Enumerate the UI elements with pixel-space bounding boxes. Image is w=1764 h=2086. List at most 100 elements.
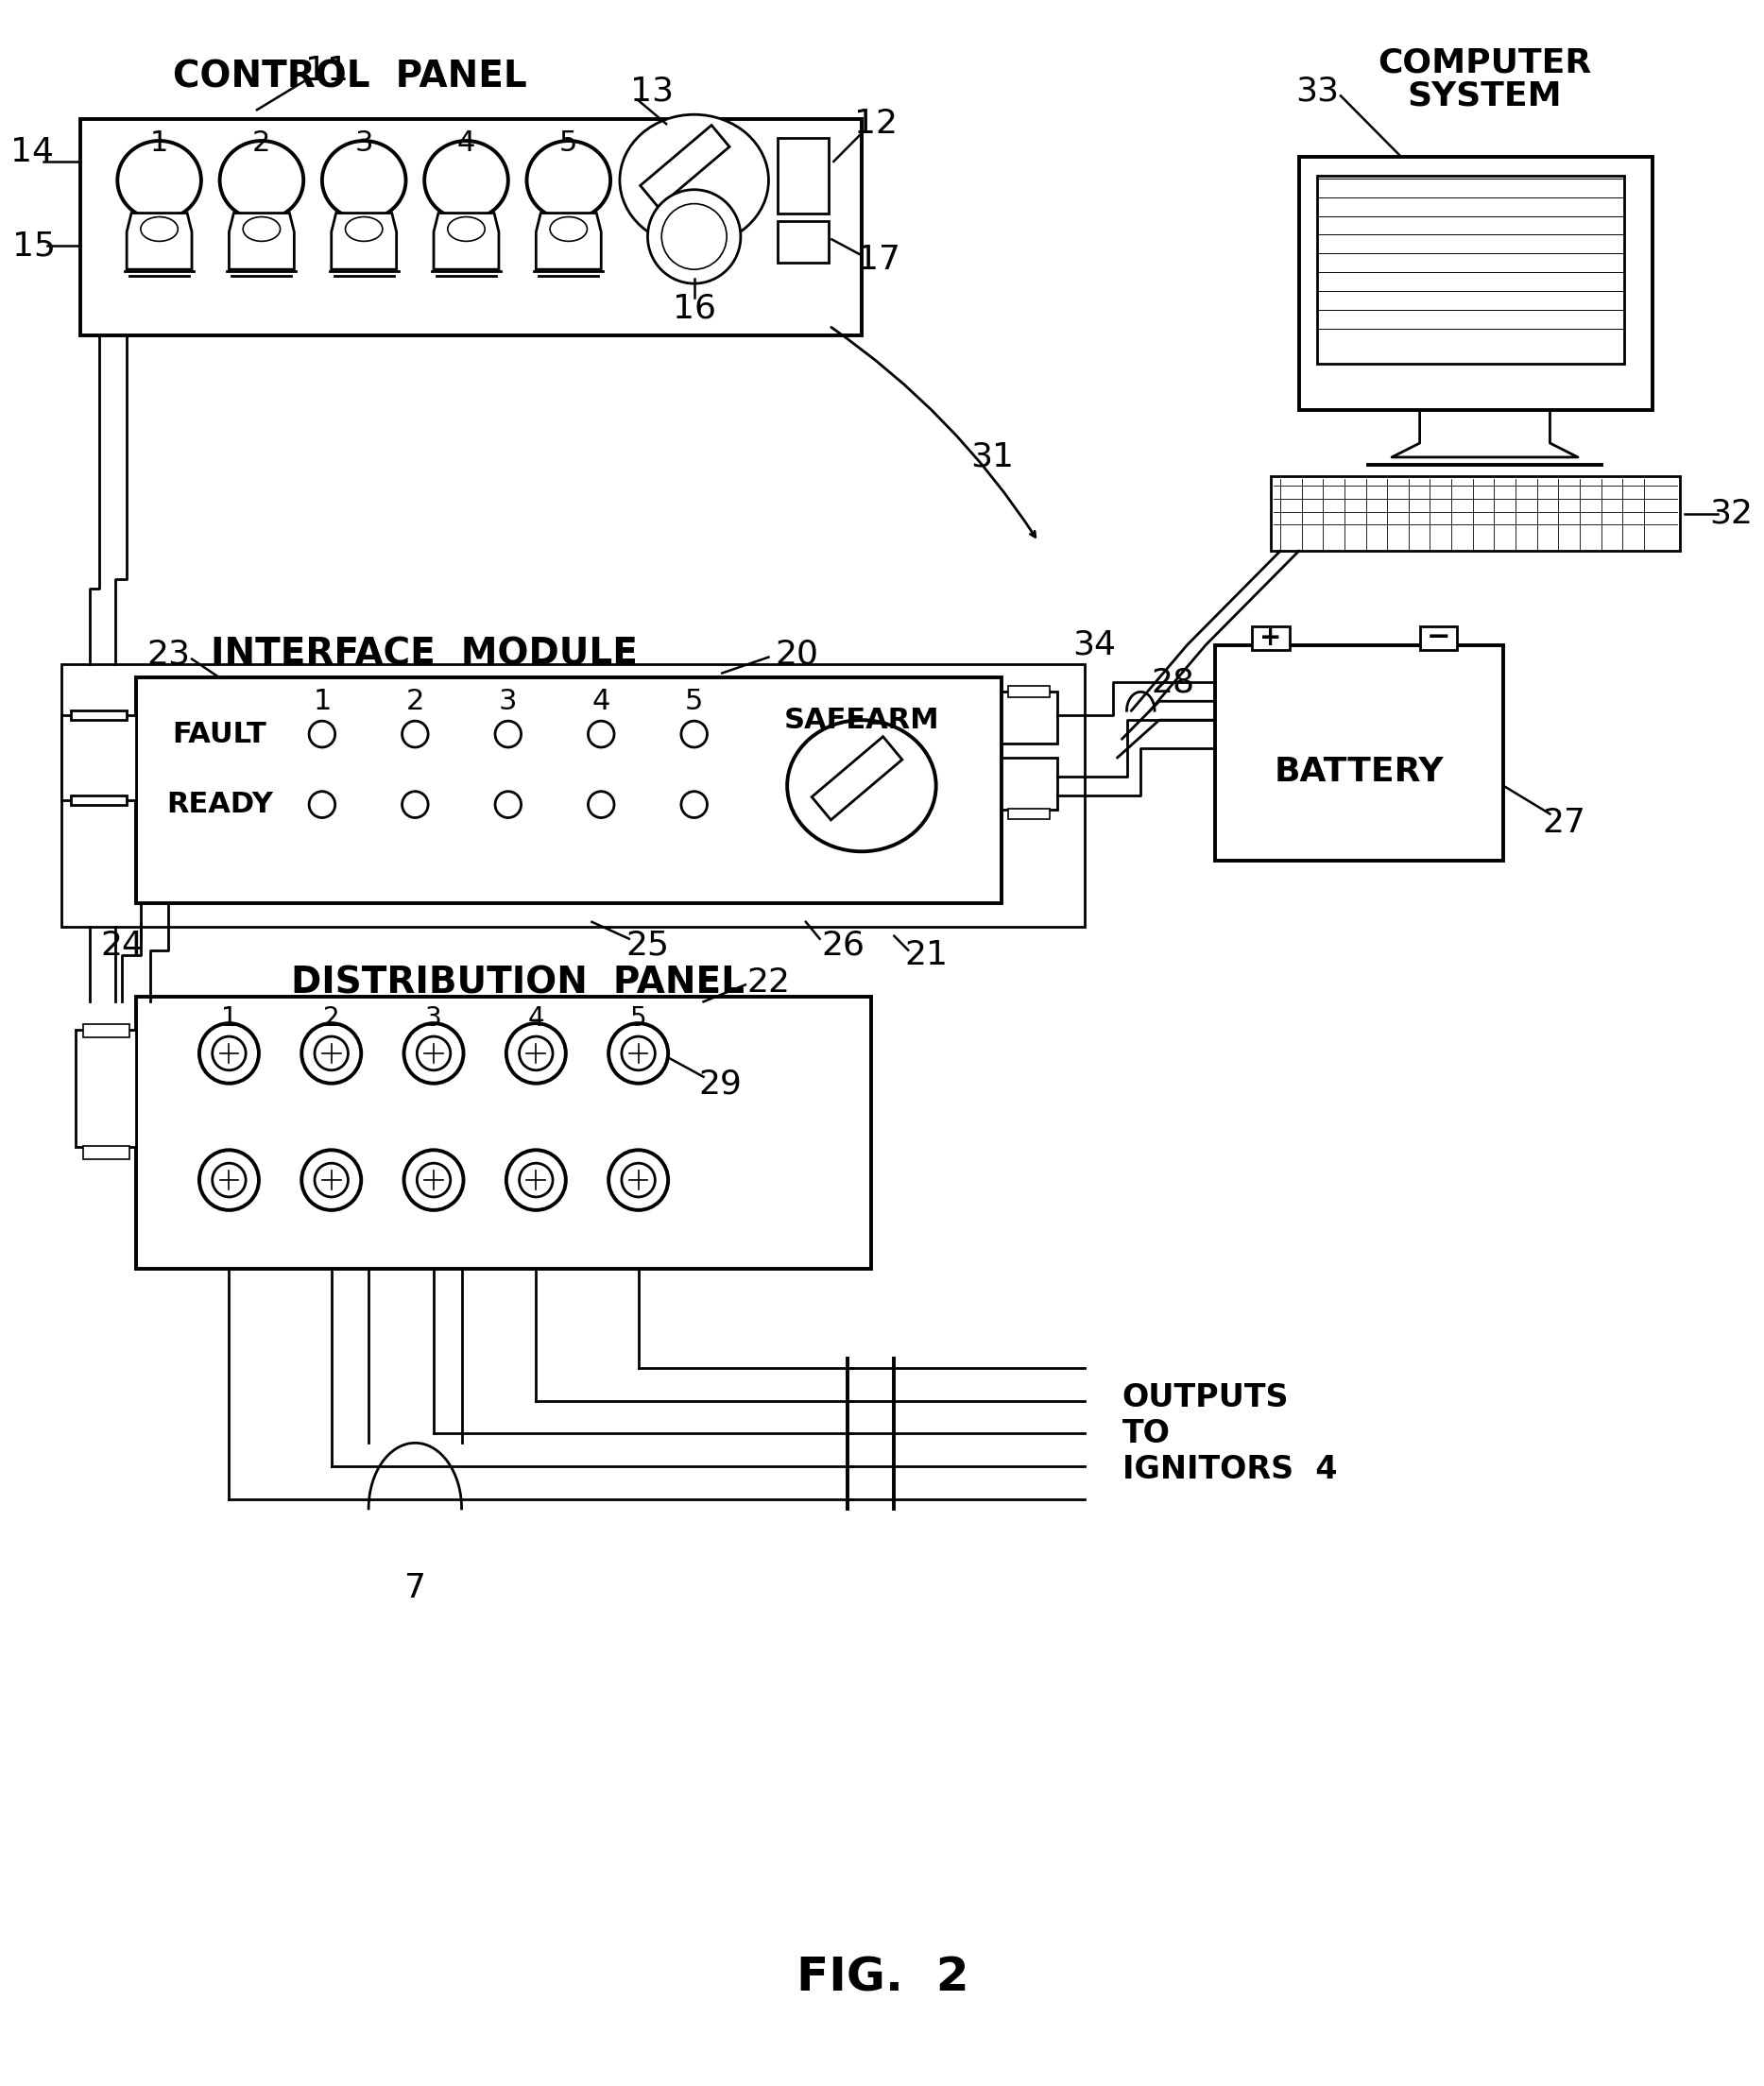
Circle shape bbox=[681, 722, 707, 747]
Circle shape bbox=[621, 1037, 654, 1070]
Polygon shape bbox=[229, 213, 295, 269]
Bar bbox=[136, 997, 871, 1268]
Circle shape bbox=[681, 791, 707, 818]
Polygon shape bbox=[434, 213, 499, 269]
Circle shape bbox=[647, 190, 741, 284]
Ellipse shape bbox=[220, 142, 303, 219]
Circle shape bbox=[199, 1149, 259, 1210]
Text: 12: 12 bbox=[854, 108, 898, 140]
Circle shape bbox=[302, 1024, 362, 1083]
Ellipse shape bbox=[527, 142, 610, 219]
Circle shape bbox=[402, 722, 429, 747]
Bar bbox=[79, 119, 861, 336]
Text: 4: 4 bbox=[457, 129, 476, 156]
Text: 28: 28 bbox=[1152, 665, 1194, 699]
Text: 1: 1 bbox=[312, 688, 332, 715]
Text: 4: 4 bbox=[593, 688, 610, 715]
Text: 11: 11 bbox=[305, 54, 349, 86]
Circle shape bbox=[496, 791, 520, 818]
Polygon shape bbox=[811, 736, 901, 820]
Circle shape bbox=[314, 1037, 348, 1070]
Text: 5: 5 bbox=[559, 129, 579, 156]
Circle shape bbox=[314, 1164, 348, 1197]
Text: SAFEARM: SAFEARM bbox=[783, 707, 940, 734]
Text: COMPUTER: COMPUTER bbox=[1378, 46, 1591, 79]
Text: 33: 33 bbox=[1297, 75, 1339, 106]
Circle shape bbox=[309, 722, 335, 747]
Circle shape bbox=[587, 791, 614, 818]
Text: 25: 25 bbox=[626, 928, 669, 962]
Text: DISTRIBUTION  PANEL: DISTRIBUTION PANEL bbox=[291, 966, 744, 1001]
Text: READY: READY bbox=[166, 791, 273, 818]
Text: BATTERY: BATTERY bbox=[1274, 755, 1445, 789]
Text: INTERFACE  MODULE: INTERFACE MODULE bbox=[212, 636, 639, 672]
Text: 24: 24 bbox=[101, 928, 145, 962]
Ellipse shape bbox=[619, 115, 769, 246]
Circle shape bbox=[402, 791, 429, 818]
Circle shape bbox=[199, 1024, 259, 1083]
Circle shape bbox=[519, 1164, 552, 1197]
Polygon shape bbox=[640, 125, 730, 207]
Circle shape bbox=[609, 1024, 669, 1083]
Text: 22: 22 bbox=[746, 966, 790, 999]
Ellipse shape bbox=[787, 720, 937, 851]
Bar bbox=[83, 1147, 129, 1160]
Text: 15: 15 bbox=[12, 229, 55, 263]
Circle shape bbox=[587, 722, 614, 747]
Ellipse shape bbox=[118, 142, 201, 219]
Bar bbox=[136, 678, 1002, 903]
Polygon shape bbox=[332, 213, 397, 269]
Text: 34: 34 bbox=[1073, 628, 1117, 661]
Text: 3: 3 bbox=[499, 688, 517, 715]
Circle shape bbox=[496, 722, 520, 747]
Text: 20: 20 bbox=[774, 638, 818, 670]
Bar bbox=[1420, 626, 1457, 649]
Circle shape bbox=[404, 1149, 464, 1210]
Text: 3: 3 bbox=[425, 1005, 443, 1033]
Bar bbox=[76, 1030, 136, 1147]
Text: CONTROL  PANEL: CONTROL PANEL bbox=[173, 58, 527, 96]
Ellipse shape bbox=[346, 217, 383, 242]
Text: 29: 29 bbox=[699, 1068, 743, 1101]
Text: +: + bbox=[1259, 624, 1282, 651]
Text: 16: 16 bbox=[672, 292, 716, 325]
Text: 13: 13 bbox=[630, 75, 674, 106]
Text: FAULT: FAULT bbox=[173, 720, 266, 749]
Bar bbox=[1009, 807, 1050, 820]
Text: 17: 17 bbox=[857, 244, 900, 275]
Text: 1: 1 bbox=[220, 1005, 238, 1033]
Circle shape bbox=[621, 1164, 654, 1197]
Ellipse shape bbox=[243, 217, 280, 242]
Circle shape bbox=[506, 1149, 566, 1210]
Bar bbox=[1009, 686, 1050, 697]
Bar bbox=[71, 711, 127, 720]
Text: 27: 27 bbox=[1542, 807, 1586, 839]
Circle shape bbox=[212, 1037, 245, 1070]
Text: 5: 5 bbox=[684, 688, 704, 715]
Ellipse shape bbox=[323, 142, 406, 219]
Circle shape bbox=[609, 1149, 669, 1210]
Bar bbox=[1002, 757, 1057, 809]
Bar bbox=[62, 663, 1085, 926]
Text: SYSTEM: SYSTEM bbox=[1408, 79, 1563, 113]
Circle shape bbox=[416, 1037, 450, 1070]
Circle shape bbox=[416, 1164, 450, 1197]
Ellipse shape bbox=[425, 142, 508, 219]
Text: 14: 14 bbox=[11, 136, 53, 169]
Circle shape bbox=[662, 204, 727, 269]
Polygon shape bbox=[536, 213, 602, 269]
Circle shape bbox=[519, 1037, 552, 1070]
Bar bbox=[62, 715, 136, 799]
Text: 23: 23 bbox=[146, 638, 191, 670]
Bar bbox=[1252, 626, 1289, 649]
Text: 21: 21 bbox=[905, 939, 949, 970]
Text: 5: 5 bbox=[630, 1005, 647, 1033]
Text: 4: 4 bbox=[527, 1005, 545, 1033]
Bar bbox=[1002, 693, 1057, 743]
Ellipse shape bbox=[448, 217, 485, 242]
Text: 2: 2 bbox=[406, 688, 425, 715]
Bar bbox=[71, 795, 127, 805]
Text: FIG.  2: FIG. 2 bbox=[797, 1955, 968, 2000]
Ellipse shape bbox=[550, 217, 587, 242]
Bar bbox=[1298, 156, 1653, 411]
